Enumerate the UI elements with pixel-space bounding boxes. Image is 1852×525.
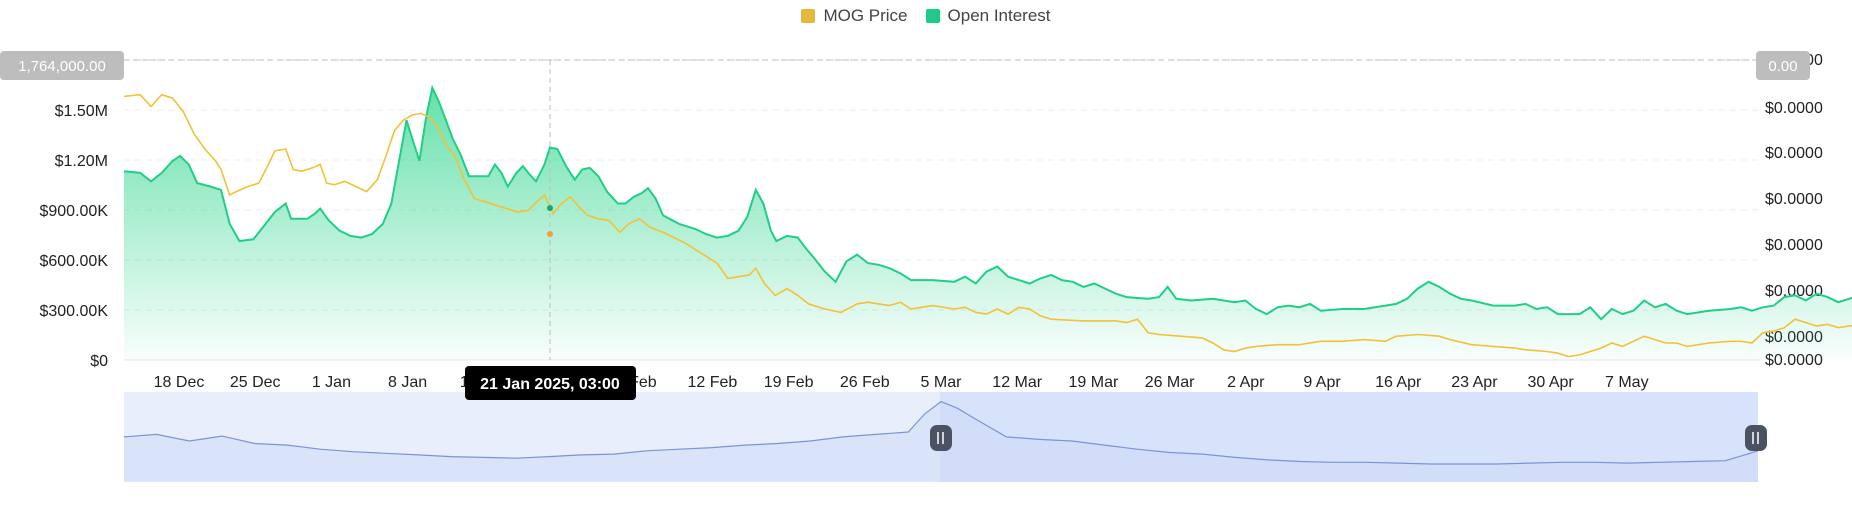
right-tick-label: $0.0000 xyxy=(1765,237,1823,254)
right-tick-label: $0.0000 xyxy=(1765,191,1823,208)
x-tick-label: 9 Apr xyxy=(1303,374,1341,391)
right-value-badge-bg xyxy=(1756,51,1810,80)
left-value-badge-text: 1,764,000.00 xyxy=(18,58,106,75)
left-axis: $0 $300.00K $600.00K $900.00K $1.20M $1.50M xyxy=(39,103,108,370)
open-interest-area xyxy=(124,87,1852,360)
legend-price-label: MOG Price xyxy=(823,6,908,25)
right-handle-icon xyxy=(1745,425,1767,451)
crosshair-price-marker xyxy=(547,231,553,237)
left-tick-label: $1.50M xyxy=(55,103,108,120)
open-interest-line xyxy=(123,84,1852,321)
right-value-badge-text: 0.00 xyxy=(1768,58,1797,75)
x-tick-label: 1 Jan xyxy=(312,374,351,391)
tooltip-text: 21 Jan 2025, 03:00 xyxy=(480,376,620,393)
x-tick-label: 2 Apr xyxy=(1227,374,1265,391)
price-swatch-icon xyxy=(801,9,816,23)
x-tick-label: 8 Jan xyxy=(388,374,427,391)
navigator-right-handle[interactable] xyxy=(1745,425,1767,451)
left-value-badge-bg xyxy=(0,51,124,80)
left-tick-label: $1.20M xyxy=(55,153,108,170)
right-tick-label: $0.0000 xyxy=(1765,283,1823,300)
legend-oi-label: Open Interest xyxy=(947,6,1051,25)
x-tick-label: 5 Mar xyxy=(921,374,963,391)
x-tick-label: 19 Mar xyxy=(1069,374,1119,391)
left-value-badge: 1,764,000.00 xyxy=(0,51,124,80)
tooltip-bg xyxy=(465,366,636,400)
x-tick-label: 23 Apr xyxy=(1451,374,1498,391)
legend-item-oi[interactable]: Open Interest xyxy=(925,6,1051,26)
right-tick-label: $0.0000 xyxy=(1765,145,1823,162)
range-navigator[interactable] xyxy=(123,392,1767,482)
navigator-left-handle[interactable] xyxy=(930,425,952,451)
left-handle-icon xyxy=(930,425,952,451)
right-value-badge: 0.00 xyxy=(1756,51,1810,80)
x-tick-label: 16 Apr xyxy=(1375,374,1422,391)
x-tick-label: 18 Dec xyxy=(154,374,205,391)
legend: MOG Price Open Interest xyxy=(0,6,1852,26)
x-tick-label: 25 Dec xyxy=(230,374,281,391)
right-tick-label: $0.0000 xyxy=(1765,100,1823,117)
x-tick-label: 7 May xyxy=(1605,374,1649,391)
navigator-selected-range[interactable] xyxy=(940,392,1758,482)
crosshair-tooltip: 21 Jan 2025, 03:00 xyxy=(465,366,636,400)
left-tick-label: $0 xyxy=(90,353,108,370)
price-line xyxy=(123,93,1852,358)
left-tick-label: $300.00K xyxy=(39,303,108,320)
x-tick-label: 19 Feb xyxy=(764,374,814,391)
x-tick-label: 26 Mar xyxy=(1145,374,1195,391)
oi-swatch-icon xyxy=(925,9,940,23)
legend-item-price[interactable]: MOG Price xyxy=(801,6,908,26)
crosshair-oi-marker xyxy=(547,205,553,211)
navigator-line xyxy=(123,400,1759,465)
x-tick-label: 26 Feb xyxy=(840,374,890,391)
x-tick-label: 30 Apr xyxy=(1527,374,1574,391)
x-tick-label: 12 Mar xyxy=(992,374,1042,391)
left-tick-label: $900.00K xyxy=(39,203,108,220)
x-tick-label: 12 Feb xyxy=(687,374,737,391)
left-tick-label: $600.00K xyxy=(39,253,108,270)
